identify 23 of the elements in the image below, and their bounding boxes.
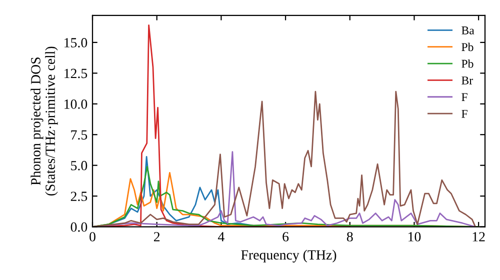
x-tick-label: 10	[408, 232, 421, 242]
x-tick-label: 6	[282, 232, 289, 242]
x-tick-label: 2	[154, 232, 160, 242]
x-tick-label: 8	[346, 232, 353, 242]
y-tick-label: 12.5	[64, 68, 88, 78]
y-tick-label: 7.5	[71, 130, 88, 140]
legend-label: Ba	[462, 26, 474, 34]
line-series	[92, 90, 476, 227]
y-tick-label: 15.0	[64, 38, 88, 48]
legend-label: F	[462, 110, 468, 118]
y-axis-title: Phonon projected DOS (States/THz·primitive cell)	[30, 46, 58, 196]
x-tick-label: 4	[218, 232, 224, 242]
y-tick-label: 10.0	[64, 99, 88, 109]
x-tick-label: 12	[472, 232, 485, 242]
legend-label: Br	[462, 76, 473, 84]
y-tick-label: 0.0	[70, 222, 88, 232]
x-tick-label: 0	[90, 232, 96, 242]
x-axis-title: Frequency (THz)	[241, 250, 336, 262]
legend-label: Pb	[462, 59, 474, 68]
y-tick-label: 5.0	[71, 160, 88, 170]
y-tick-label: 2.5	[70, 192, 88, 202]
legend-label: Pb	[462, 42, 474, 52]
legend-label: F	[462, 93, 468, 102]
